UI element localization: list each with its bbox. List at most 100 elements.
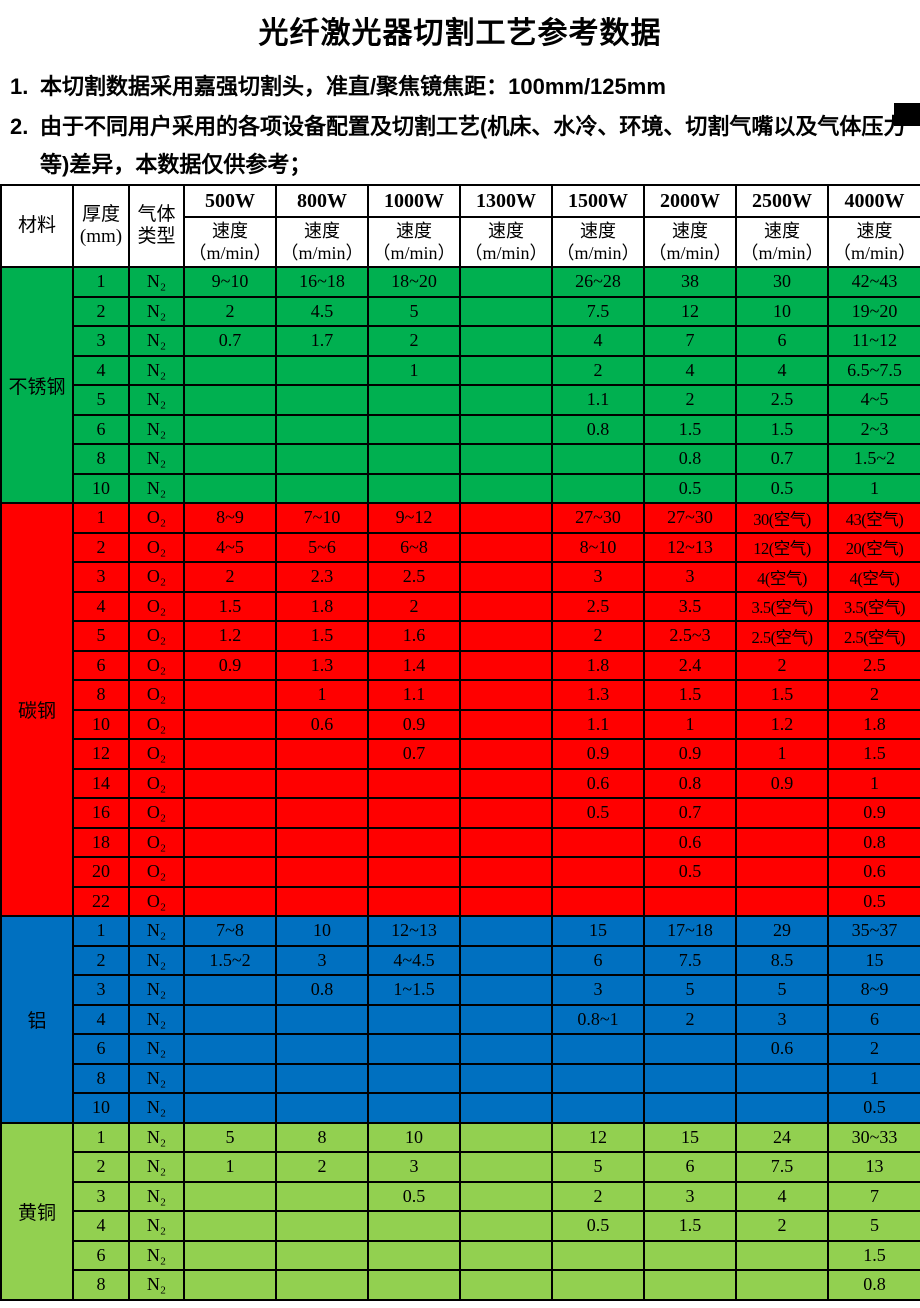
gas-type-cell: N₂ [128,384,185,416]
speed-cell [275,1092,369,1124]
speed-cell: 4~4.5 [367,944,461,976]
speed-cell: 1.5 [643,679,737,711]
speed-cell [459,856,553,888]
gas-type-cell: O₂ [128,797,185,829]
speed-cell: 0.7 [183,325,277,357]
speed-cell: 2 [551,1180,645,1212]
speed-cell: 2 [643,1003,737,1035]
note-1-text: 本切割数据采用嘉强切割头，准直/聚焦镜焦距：100mm/125mm [40,74,666,99]
speed-cell: 0.9 [183,649,277,681]
speed-cell: 12 [643,295,737,327]
speed-cell: 1.2 [183,620,277,652]
speed-header: 速度 （m/min） [643,216,737,268]
speed-cell: 2 [551,620,645,652]
gas-type-cell: O₂ [128,561,185,593]
speed-cell: 0.5 [551,797,645,829]
speed-cell: 0.8 [827,1269,920,1301]
thickness-cell: 3 [72,561,130,593]
speed-cell [643,1033,737,1065]
speed-cell [367,826,461,858]
speed-cell: 35~37 [827,915,920,947]
gas-header-line1: 气体 [137,204,176,225]
speed-cell: 6 [551,944,645,976]
speed-cell: 5 [735,974,829,1006]
speed-cell [459,1092,553,1124]
gas-type-cell: N₂ [128,295,185,327]
speed-cell: 2 [551,354,645,386]
speed-cell [459,531,553,563]
speed-cell: 6~8 [367,531,461,563]
table-row: 5 N₂ 1.1 2 2.5 4~5 [1,384,920,416]
speed-cell [183,679,277,711]
speed-cell: 1.5 [183,590,277,622]
speed-cell: 3.5(空气) [735,590,829,622]
speed-cell: 7.5 [643,944,737,976]
speed-cell: 1.5 [827,1239,920,1271]
thickness-cell: 10 [72,472,130,504]
speed-cell [459,1121,553,1153]
speed-cell [643,885,737,917]
speed-cell [459,1180,553,1212]
material-cell: 碳钢 [0,502,74,917]
speed-cell: 8~10 [551,531,645,563]
table-row: 4 O₂ 1.5 1.8 2 2.5 3.5 3.5(空气) 3.5(空气) [1,590,920,622]
gas-type-cell: O₂ [128,590,185,622]
col-header-800w: 800W [275,184,369,218]
thickness-header-line1: 厚度 [81,204,120,225]
speed-cell: 0.6 [643,826,737,858]
speed-cell: 6 [735,325,829,357]
table-row: 8 N₂ 0.8 [1,1269,920,1301]
speed-cell [459,561,553,593]
speed-cell: 0.9 [827,797,920,829]
speed-cell [367,1033,461,1065]
speed-cell: 1.5~2 [827,443,920,475]
thickness-cell: 3 [72,325,130,357]
gas-type-cell: N₂ [128,266,185,298]
speed-cell [459,1151,553,1183]
speed-cell [459,1033,553,1065]
note-2: 2. 由于不同用户采用的各项设备配置及切割工艺(机床、水冷、环境、切割气嘴以及气… [10,108,908,184]
speed-header: 速度 （m/min） [275,216,369,268]
speed-cell: 4 [735,1180,829,1212]
speed-cell: 19~20 [827,295,920,327]
speed-cell: 2.5 [827,649,920,681]
thickness-cell: 6 [72,1239,130,1271]
speed-cell [459,266,553,298]
speed-cell: 7 [643,325,737,357]
gas-type-cell: N₂ [128,443,185,475]
speed-cell: 2 [367,325,461,357]
speed-cell [183,885,277,917]
speed-cell: 4(空气) [735,561,829,593]
speed-cell [551,1239,645,1271]
speed-cell: 3 [275,944,369,976]
speed-cell [459,384,553,416]
thickness-cell: 8 [72,679,130,711]
speed-cell: 1 [367,354,461,386]
speed-cell [275,384,369,416]
speed-cell [183,1003,277,1035]
speed-label: 速度 [396,221,432,241]
speed-cell: 4(空气) [827,561,920,593]
gas-type-cell: O₂ [128,885,185,917]
speed-unit: （m/min） [372,243,456,263]
speed-cell: 7~8 [183,915,277,947]
speed-cell: 2 [275,1151,369,1183]
speed-cell: 1.2 [735,708,829,740]
table-row: 4 N₂ 0.8~1 2 3 6 [1,1003,920,1035]
thickness-cell: 14 [72,767,130,799]
speed-cell: 2 [643,384,737,416]
speed-unit: （m/min） [280,243,364,263]
speed-cell: 5 [367,295,461,327]
speed-cell [275,443,369,475]
speed-cell: 0.8 [643,767,737,799]
speed-cell: 5 [551,1151,645,1183]
speed-cell: 2.5 [367,561,461,593]
thickness-cell: 4 [72,1003,130,1035]
speed-cell: 1 [827,767,920,799]
table-row: 8 N₂ 0.8 0.7 1.5~2 [1,443,920,475]
speed-cell: 1.5 [827,738,920,770]
speed-cell [275,472,369,504]
speed-cell [643,1092,737,1124]
speed-cell [459,649,553,681]
col-header-1000w: 1000W [367,184,461,218]
